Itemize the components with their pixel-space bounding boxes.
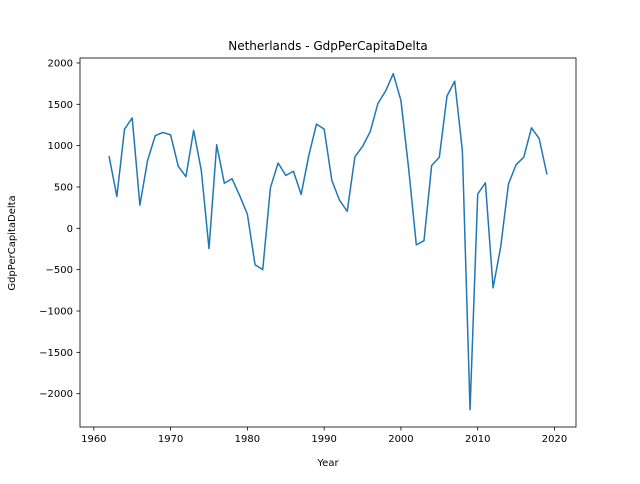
y-tick-label: 1000 <box>48 141 73 152</box>
marks-layer <box>108 72 548 411</box>
series-line <box>108 72 548 411</box>
x-tick-label: 1990 <box>311 434 336 445</box>
plot-area <box>80 58 576 427</box>
y-tick-label: 500 <box>54 182 73 193</box>
y-axis-ticks: −2000 −1500 −1000 −500 0 500 1000 1500 2000 <box>39 58 80 400</box>
x-axis-label: Year <box>316 458 339 469</box>
y-tick-label: −1500 <box>39 348 73 359</box>
y-tick-label: 0 <box>67 224 73 235</box>
x-tick-label: 2000 <box>388 434 413 445</box>
y-tick-label: 2000 <box>48 58 73 69</box>
y-tick-label: 1500 <box>48 100 73 111</box>
y-tick-label: −1000 <box>39 307 73 318</box>
x-tick-label: 1960 <box>81 434 106 445</box>
x-tick-label: 1970 <box>158 434 183 445</box>
y-axis-label: GdpPerCapitaDelta <box>7 195 18 290</box>
x-tick-label: 2010 <box>465 434 490 445</box>
y-tick-label: −2000 <box>39 389 73 400</box>
x-tick-label: 2020 <box>542 434 567 445</box>
chart-title: Netherlands - GdpPerCapitaDelta <box>228 39 428 53</box>
plot-frame <box>79 57 577 428</box>
x-axis-ticks: 1960 1970 1980 1990 2000 2010 2020 <box>81 427 567 445</box>
x-tick-label: 1980 <box>235 434 260 445</box>
y-tick-label: −500 <box>46 265 73 276</box>
